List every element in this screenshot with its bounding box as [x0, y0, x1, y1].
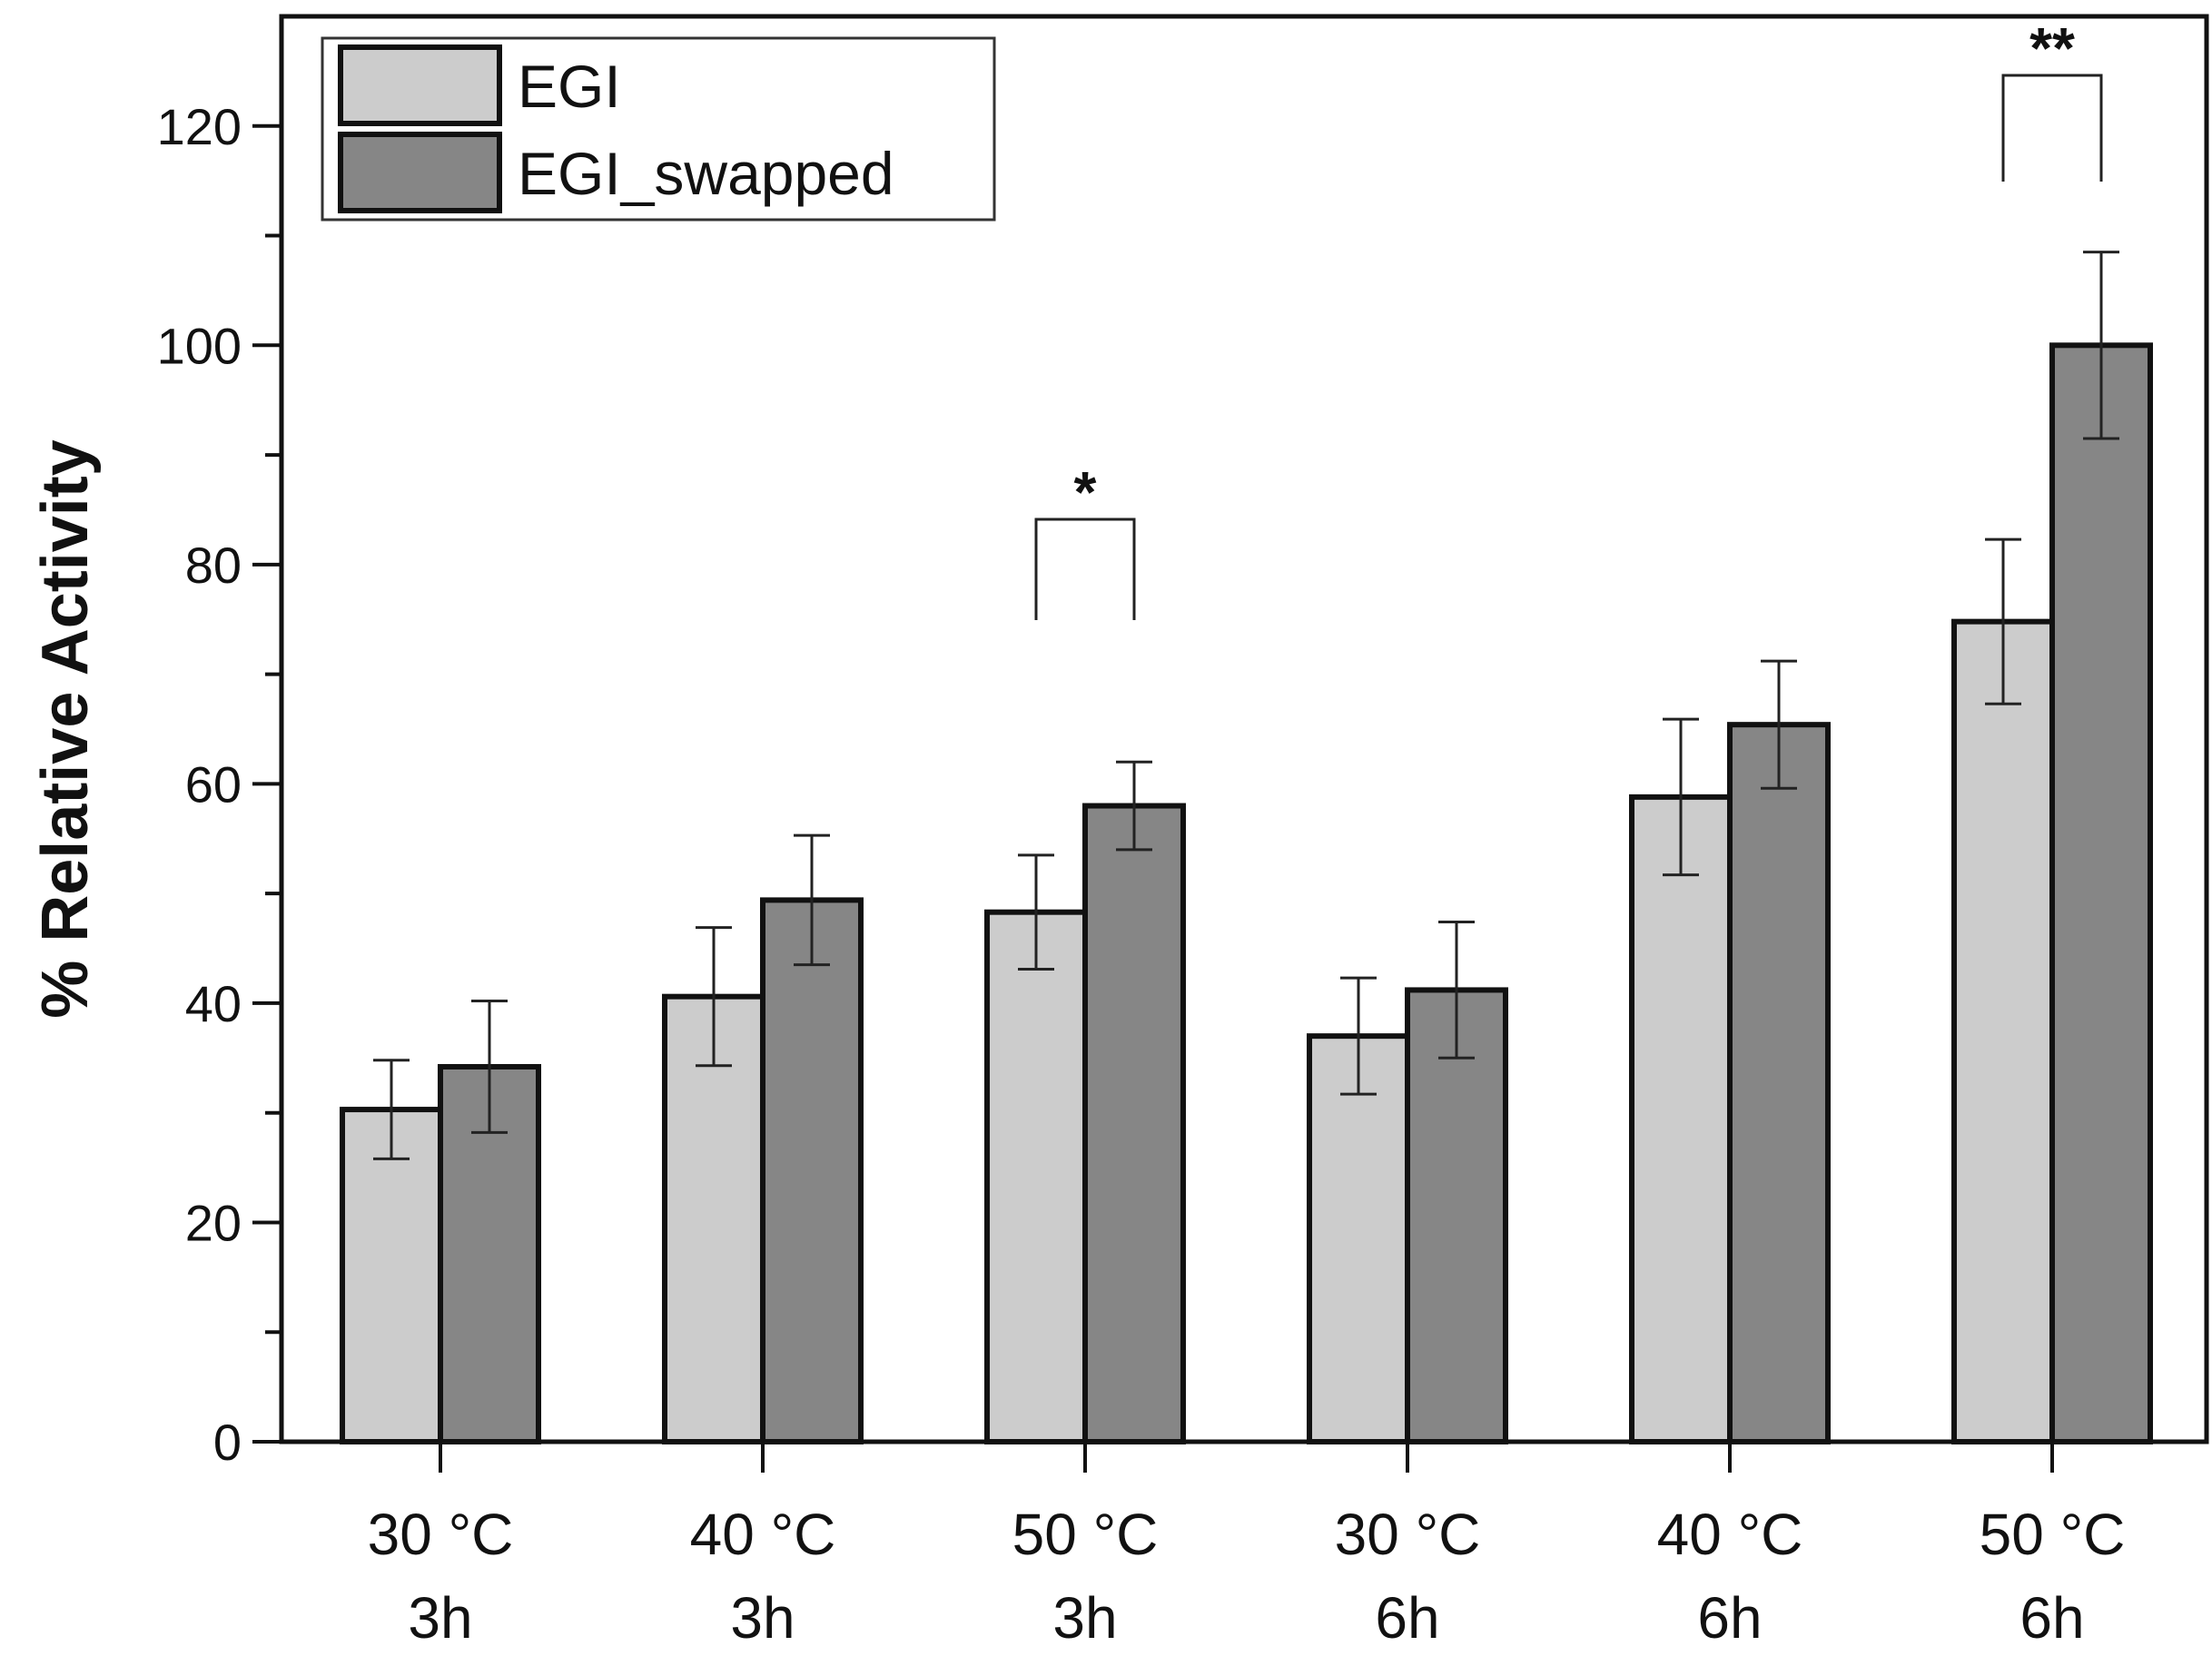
x-category-temp-2: 50 °C: [1012, 1502, 1159, 1567]
x-category-time-2: 3h: [1052, 1585, 1117, 1651]
error-bar-egi_swapped-1: [794, 833, 830, 967]
legend-label-egi: EGI: [518, 53, 621, 120]
error-bar-egi-5: [1985, 537, 2021, 705]
bracket-line: [1034, 518, 1136, 620]
significance-label-5: **: [2029, 15, 2075, 81]
bar-egi-2: [984, 909, 1088, 1444]
x-category-time-5: 6h: [2019, 1585, 2084, 1651]
error-bar-egi_swapped-5: [2083, 251, 2119, 440]
significance-label-2: *: [1074, 459, 1097, 525]
y-axis-title: % Relative Activity: [29, 439, 102, 1019]
y-tick-label-0: 0: [213, 1414, 242, 1471]
bar-egi-3: [1307, 1033, 1410, 1444]
y-tick-label-60: 60: [185, 755, 242, 813]
significance-layer: ***: [1034, 15, 2103, 620]
bars-layer: [340, 342, 2153, 1445]
x-category-time-4: 6h: [1697, 1585, 1762, 1651]
error-bars-layer: [373, 251, 2119, 1160]
error-bar-egi-1: [696, 926, 732, 1068]
x-category-time-0: 3h: [408, 1585, 472, 1651]
y-tick-label-40: 40: [185, 975, 242, 1032]
error-bar-egi-4: [1663, 717, 1699, 877]
legend-swatch-egi: [338, 44, 502, 126]
x-category-temp-3: 30 °C: [1335, 1502, 1481, 1567]
error-bar-egi-3: [1340, 976, 1377, 1096]
x-category-temp-1: 40 °C: [690, 1502, 836, 1567]
significance-bracket-5: [2001, 74, 2103, 182]
bracket-line: [2001, 74, 2103, 182]
bar-egi_swapped-3: [1405, 987, 1508, 1445]
significance-bracket-2: [1034, 518, 1136, 620]
legend: EGI EGI_swapped: [321, 36, 996, 222]
legend-swatch-egi_swapped: [338, 132, 502, 213]
x-axis: 30 °C 3h 40 °C 3h 50 °C 3h 30 °C 6h 40 °C 6h 50 °C…: [368, 1442, 2126, 1651]
y-tick-label-80: 80: [185, 537, 242, 594]
x-category-temp-5: 50 °C: [1980, 1502, 2126, 1567]
bar-egi_swapped-2: [1082, 803, 1186, 1444]
x-category-temp-4: 40 °C: [1657, 1502, 1803, 1567]
bar-egi_swapped-4: [1727, 722, 1831, 1444]
bar-egi_swapped-5: [2049, 342, 2153, 1444]
error-bar-egi_swapped-0: [471, 1000, 508, 1134]
x-category-temp-0: 30 °C: [368, 1502, 514, 1567]
y-tick-label-120: 120: [157, 98, 242, 155]
error-bar-egi-2: [1018, 853, 1054, 971]
legend-label-egi_swapped: EGI_swapped: [518, 140, 894, 207]
bar-egi-0: [340, 1107, 443, 1444]
y-tick-label-20: 20: [185, 1194, 242, 1251]
error-bar-egi_swapped-2: [1116, 760, 1152, 852]
bar-egi-4: [1629, 794, 1733, 1444]
x-category-time-3: 6h: [1375, 1585, 1439, 1651]
x-category-time-1: 3h: [730, 1585, 795, 1651]
error-bar-egi-0: [373, 1059, 410, 1160]
error-bar-egi_swapped-4: [1761, 659, 1797, 790]
y-axis: 0 20 40 60 80 100 120: [157, 98, 281, 1471]
error-bar-egi_swapped-3: [1438, 921, 1475, 1060]
bar-egi-5: [1951, 618, 2055, 1444]
bar-egi_swapped-1: [760, 897, 864, 1444]
y-tick-label-100: 100: [157, 317, 242, 374]
plot-frame: [279, 14, 2209, 1444]
